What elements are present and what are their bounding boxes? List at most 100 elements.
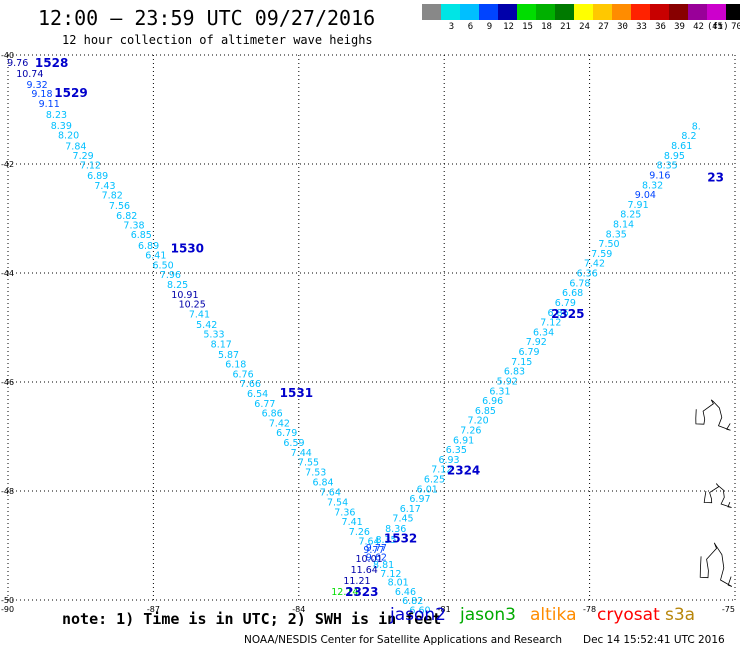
swh-value: 7.26 (460, 426, 481, 437)
swh-value: 7.12 (431, 465, 452, 476)
page-title: 12:00 — 23:59 UTC 09/27/2016 (38, 6, 376, 30)
swh-value: 8.25 (167, 280, 188, 291)
swh-value: 8.95 (664, 151, 685, 162)
credit-text: NOAA/NESDIS Center for Satellite Applica… (244, 634, 562, 646)
legend-swatch (707, 4, 727, 20)
swh-value: 7.36 (334, 507, 355, 518)
swh-value: 9.32 (27, 80, 48, 91)
legend-label: 70 (731, 22, 740, 32)
legend-label: 27 (598, 22, 609, 32)
footer-note: note: 1) Time is in UTC; 2) SWH is in fe… (62, 610, 442, 628)
swh-value: 7.12 (80, 161, 101, 172)
swh-value: 11.64 (351, 565, 378, 576)
legend-swatch (726, 4, 740, 20)
swh-value: 5.87 (218, 350, 239, 361)
legend-label: 45 (712, 22, 723, 32)
legend-swatch (631, 4, 651, 20)
swh-value: 10.01 (355, 554, 382, 565)
lat-tick-label: -42 (1, 160, 14, 169)
lon-tick-label: -81 (438, 605, 451, 614)
swh-value: 6.89 (138, 241, 159, 252)
swh-value: 7.84 (65, 142, 86, 153)
legend-swatch (498, 4, 518, 20)
swh-value: 6.34 (533, 327, 554, 338)
orbit-number-label: 1531 (280, 386, 313, 400)
swh-value: 6.50 (153, 260, 174, 271)
swh-value: 7.20 (468, 416, 489, 427)
legend-swatch (517, 4, 537, 20)
swh-value: 7.50 (598, 239, 619, 250)
swh-value: 8.17 (211, 339, 232, 350)
legend-label: 30 (617, 22, 628, 32)
legend-swatch (650, 4, 670, 20)
swh-value: 7.15 (511, 357, 532, 368)
lat-tick-label: -50 (1, 596, 14, 605)
swh-value: 6.96 (482, 396, 503, 407)
swh-value: 6.85 (131, 230, 152, 241)
orbit-number-label: 1528 (35, 56, 68, 70)
legend-swatch (593, 4, 613, 20)
swh-value: 8.36 (385, 524, 406, 535)
swh-value: 7.59 (591, 249, 612, 260)
swh-value: 6.31 (489, 386, 510, 397)
swh-value: 6.60 (409, 605, 430, 616)
swh-value: 8.81 (373, 560, 394, 571)
swh-value: 6.79 (518, 347, 539, 358)
legend-label: 33 (636, 22, 647, 32)
coastline-segment (695, 399, 731, 431)
page-subtitle: 12 hour collection of altimeter wave hei… (62, 33, 373, 47)
swh-value: 6.93 (438, 455, 459, 466)
orbit-labels: 1528 1529 1530 1531 1532 2323 2324 2325 23 (35, 56, 724, 599)
swh-value: 7.64 (320, 488, 341, 499)
swh-value: 7.66 (240, 379, 261, 390)
swh-value: 6.84 (312, 477, 333, 488)
swh-value: 9.18 (31, 89, 52, 100)
swh-value: 9.04 (635, 190, 656, 201)
swh-value: 7.42 (584, 259, 605, 270)
swh-value: 10.25 (179, 300, 206, 311)
legend-swatch (612, 4, 632, 20)
swh-value: 7.12 (380, 569, 401, 580)
coastline-segment (703, 483, 732, 508)
map-grid (7, 54, 736, 601)
swh-value: 5.92 (497, 376, 518, 387)
legend-swatch (555, 4, 575, 20)
swh-value: 9.11 (39, 99, 60, 110)
swh-value: 8.23 (46, 110, 67, 121)
lon-tick-label: -87 (147, 605, 160, 614)
legend-swatch (460, 4, 480, 20)
swh-value: 6.79 (555, 298, 576, 309)
swh-value: 6.76 (232, 369, 253, 380)
swh-value: 7.12 (540, 318, 561, 329)
legend-swatch (536, 4, 556, 20)
swh-value: 8.20 (58, 131, 79, 142)
swh-value: 6.78 (569, 278, 590, 289)
orbit-number-label: 2324 (447, 463, 480, 477)
legend-swatch (422, 4, 442, 20)
lon-tick-label: -84 (292, 605, 305, 614)
legend-label: 36 (655, 22, 666, 32)
swh-value: 7.38 (123, 221, 144, 232)
orbit-number-label: 2325 (551, 307, 584, 321)
swh-value: 6.68 (562, 288, 583, 299)
legend-label: 6 (467, 22, 474, 32)
swh-value: 6.82 (116, 211, 137, 222)
legend-swatch (441, 4, 461, 20)
swh-value: 6.97 (409, 494, 430, 505)
lat-tick-label: -46 (1, 378, 14, 387)
swh-value: 6.17 (400, 504, 421, 515)
orbit-number-label: 23 (707, 171, 724, 185)
swh-value: 6.35 (446, 445, 467, 456)
lat-tick-label: -48 (1, 487, 14, 496)
orbit-number-label: 1532 (384, 531, 417, 545)
swh-value: 7.53 (305, 467, 326, 478)
swh-value: 6.91 (453, 435, 474, 446)
orbit-number-label: 1529 (54, 86, 87, 100)
coastline-segment (699, 542, 733, 587)
lat-tick-label: -44 (1, 269, 14, 278)
swh-value: 7.82 (102, 191, 123, 202)
legend-label: 42 (693, 22, 704, 32)
swh-value: 6.86 (262, 409, 283, 420)
swh-value: 7.96 (160, 270, 181, 281)
